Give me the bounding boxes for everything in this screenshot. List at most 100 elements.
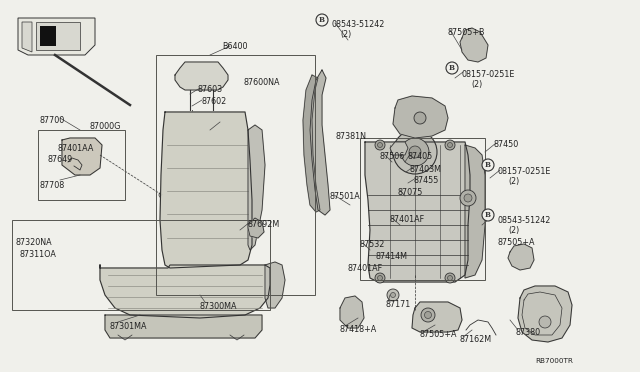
Text: 87603: 87603 (198, 85, 223, 94)
Polygon shape (303, 75, 320, 212)
Text: 87700: 87700 (40, 116, 65, 125)
Polygon shape (265, 262, 285, 308)
Polygon shape (248, 125, 265, 250)
Polygon shape (160, 112, 252, 268)
Circle shape (447, 142, 452, 148)
Circle shape (445, 140, 455, 150)
Polygon shape (18, 18, 95, 55)
Polygon shape (36, 22, 80, 50)
Bar (156, 55, 315, 295)
Circle shape (159, 192, 165, 198)
Text: 87401AF: 87401AF (348, 264, 383, 273)
Circle shape (390, 292, 396, 298)
Bar (12, 220, 270, 310)
Circle shape (195, 116, 200, 122)
Polygon shape (365, 142, 470, 282)
Circle shape (446, 62, 458, 74)
Polygon shape (412, 302, 462, 332)
Circle shape (191, 296, 198, 304)
Circle shape (189, 112, 195, 118)
Text: B: B (449, 64, 455, 72)
Text: 08157-0251E: 08157-0251E (462, 70, 515, 79)
Circle shape (482, 209, 494, 221)
Text: 87381N: 87381N (335, 132, 366, 141)
Circle shape (378, 142, 383, 148)
Text: 87162M: 87162M (460, 335, 492, 344)
Polygon shape (310, 70, 330, 215)
Text: 87301MA: 87301MA (110, 322, 147, 331)
Text: 87380: 87380 (516, 328, 541, 337)
Text: 08543-51242: 08543-51242 (497, 216, 550, 225)
Text: 87455: 87455 (413, 176, 438, 185)
Circle shape (401, 138, 429, 166)
Text: B: B (319, 16, 325, 24)
Polygon shape (40, 26, 56, 46)
Circle shape (393, 130, 437, 174)
Polygon shape (100, 265, 270, 318)
Circle shape (378, 276, 383, 280)
Polygon shape (393, 96, 448, 138)
Text: 87401AA: 87401AA (57, 144, 93, 153)
Polygon shape (175, 62, 228, 90)
Polygon shape (105, 315, 262, 338)
Text: 87405: 87405 (408, 152, 433, 161)
Circle shape (316, 14, 328, 26)
Circle shape (482, 159, 494, 171)
Text: 87450: 87450 (494, 140, 519, 149)
Text: 87532: 87532 (360, 240, 385, 249)
Text: 87501A: 87501A (330, 192, 361, 201)
Text: 87692M: 87692M (248, 220, 280, 229)
Polygon shape (460, 28, 488, 62)
Text: B: B (485, 211, 491, 219)
Text: 87602: 87602 (202, 97, 227, 106)
Text: B6400: B6400 (222, 42, 248, 51)
Text: 87075: 87075 (397, 188, 422, 197)
Text: 87649: 87649 (47, 155, 72, 164)
Circle shape (447, 276, 452, 280)
Text: (2): (2) (508, 226, 519, 235)
Polygon shape (518, 286, 572, 342)
Circle shape (414, 112, 426, 124)
Text: 08543-51242: 08543-51242 (332, 20, 385, 29)
Text: 87506: 87506 (380, 152, 405, 161)
Polygon shape (465, 145, 485, 278)
Circle shape (154, 296, 161, 304)
Text: 87708: 87708 (40, 181, 65, 190)
Polygon shape (390, 142, 408, 155)
Polygon shape (340, 296, 364, 328)
Circle shape (171, 214, 179, 222)
Circle shape (79, 167, 85, 173)
Text: 87300MA: 87300MA (200, 302, 237, 311)
Text: (2): (2) (508, 177, 519, 186)
Text: 87320NA: 87320NA (16, 238, 52, 247)
Text: RB7000TR: RB7000TR (535, 358, 573, 364)
Text: 87000G: 87000G (90, 122, 122, 131)
Text: B: B (485, 161, 491, 169)
Circle shape (246, 192, 253, 199)
Circle shape (445, 273, 455, 283)
Circle shape (375, 140, 385, 150)
Polygon shape (248, 218, 264, 238)
Text: 87414M: 87414M (376, 252, 408, 261)
Text: 87311OA: 87311OA (20, 250, 57, 259)
Text: 87418+A: 87418+A (340, 325, 377, 334)
Circle shape (424, 311, 431, 318)
Polygon shape (62, 138, 102, 175)
Bar (38, 130, 125, 200)
Bar (360, 138, 485, 280)
Text: 87505+A: 87505+A (497, 238, 534, 247)
Polygon shape (22, 22, 32, 52)
Text: (2): (2) (340, 30, 351, 39)
Circle shape (539, 316, 551, 328)
Circle shape (421, 308, 435, 322)
Text: (2): (2) (471, 80, 483, 89)
Circle shape (460, 190, 476, 206)
Text: 87403M: 87403M (410, 165, 442, 174)
Text: 08157-0251E: 08157-0251E (497, 167, 550, 176)
Circle shape (375, 273, 385, 283)
Text: 87401AF: 87401AF (389, 215, 424, 224)
Circle shape (464, 194, 472, 202)
Text: 87600NA: 87600NA (244, 78, 280, 87)
Circle shape (409, 146, 421, 158)
Circle shape (387, 289, 399, 301)
